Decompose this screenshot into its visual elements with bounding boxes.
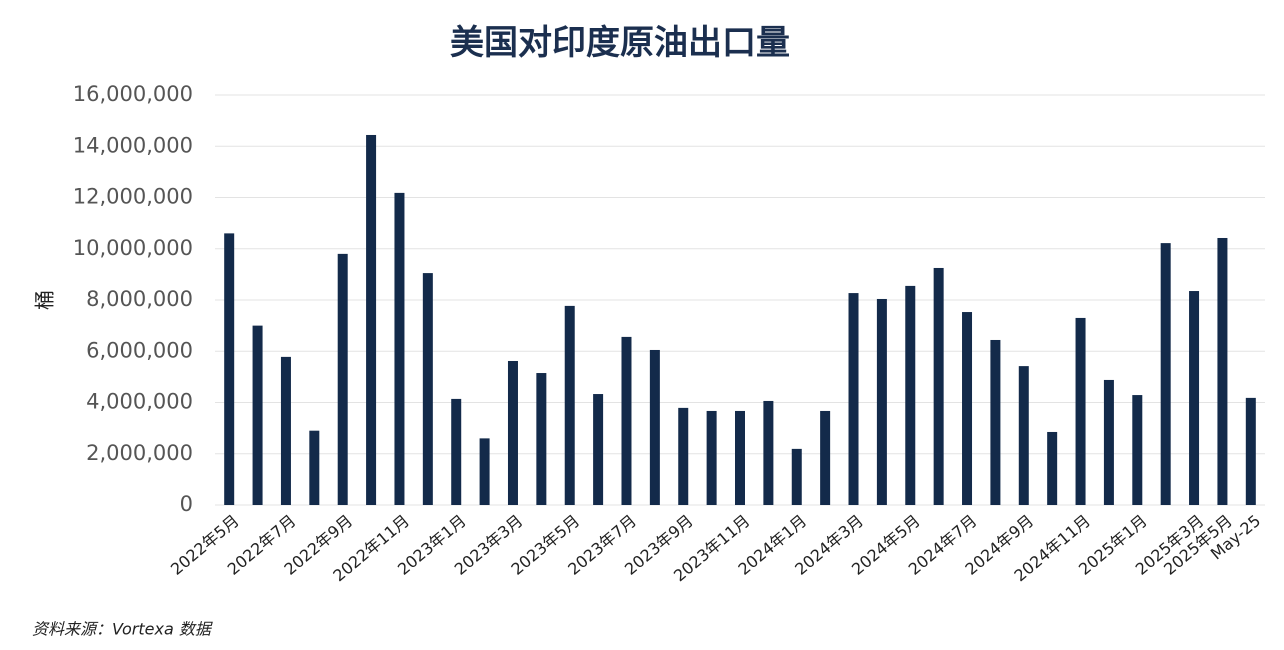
bar: [1132, 395, 1143, 505]
y-tick-label: 4,000,000: [86, 390, 193, 414]
bar: [706, 410, 717, 505]
bar: [479, 438, 490, 505]
y-axis-label: 桶: [33, 290, 57, 310]
bar: [820, 410, 831, 505]
bar: [1189, 291, 1200, 505]
bar: [252, 325, 263, 505]
y-tick-label: 6,000,000: [86, 338, 193, 362]
bar: [280, 356, 291, 505]
bar: [1047, 431, 1058, 505]
bar: [1217, 237, 1228, 506]
bar: [309, 430, 320, 505]
bar: [394, 192, 405, 505]
bar: [1018, 366, 1029, 505]
bar: [1160, 243, 1171, 506]
y-tick-label: 8,000,000: [86, 287, 193, 311]
y-tick-label: 10,000,000: [73, 236, 193, 260]
bar: [564, 305, 575, 505]
bar: [848, 293, 859, 505]
bar: [536, 373, 547, 505]
y-tick-label: 0: [180, 492, 193, 516]
chart-title: 美国对印度原油出口量: [450, 23, 790, 63]
bar: [451, 398, 462, 505]
bar: [1075, 317, 1086, 505]
bar: [366, 134, 377, 505]
bar: [1103, 379, 1114, 505]
bar: [593, 394, 604, 505]
bar: [735, 410, 745, 505]
bar: [507, 360, 518, 505]
bar: [337, 253, 348, 505]
bar: [933, 267, 944, 505]
bar: [791, 448, 802, 505]
bar: [224, 233, 235, 505]
bar: [621, 336, 632, 505]
bar: [422, 273, 433, 505]
bar: [1245, 397, 1256, 505]
y-tick-label: 12,000,000: [73, 185, 193, 209]
bar: [649, 349, 660, 505]
y-tick-label: 16,000,000: [73, 82, 193, 106]
bar: [763, 400, 774, 505]
bar: [678, 407, 689, 505]
y-tick-label: 14,000,000: [73, 133, 193, 157]
bar: [876, 298, 887, 505]
bar: [990, 339, 1001, 505]
source-note: 资料来源：Vortexa 数据: [32, 620, 213, 639]
bar: [962, 312, 973, 505]
bar: [905, 285, 916, 505]
y-tick-label: 2,000,000: [86, 441, 193, 465]
